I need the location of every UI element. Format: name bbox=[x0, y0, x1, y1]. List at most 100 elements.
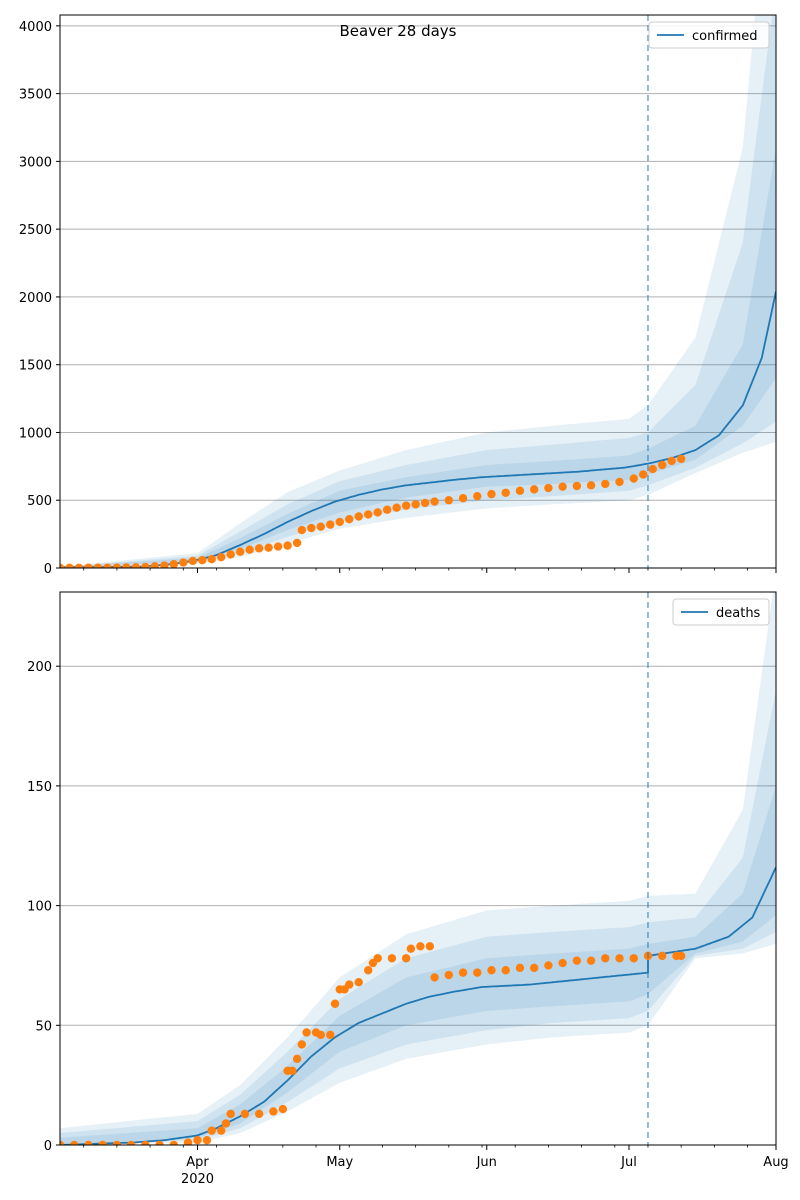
x-tick-label: Aug bbox=[763, 1155, 788, 1170]
observed-point bbox=[217, 552, 226, 562]
observed-point bbox=[240, 1109, 250, 1119]
observed-point bbox=[330, 999, 340, 1008]
observed-point bbox=[648, 464, 657, 474]
observed-point bbox=[629, 474, 638, 483]
axes-frame bbox=[59, 14, 777, 569]
observed-point bbox=[601, 479, 610, 489]
y-tick-label: 0 bbox=[44, 562, 52, 577]
observed-point bbox=[586, 956, 596, 965]
legend-label: deaths bbox=[716, 606, 761, 621]
observed-point bbox=[207, 1126, 216, 1135]
observed-point bbox=[326, 520, 335, 529]
x-tick-label: Jun bbox=[476, 1155, 497, 1170]
observed-point bbox=[382, 505, 392, 514]
observed-point bbox=[657, 951, 667, 961]
observed-point bbox=[411, 500, 420, 509]
observed-point bbox=[292, 538, 302, 548]
observed-point bbox=[235, 547, 245, 556]
observed-point bbox=[676, 454, 686, 464]
observed-point bbox=[70, 1140, 79, 1145]
observed-point bbox=[458, 968, 468, 977]
observed-point bbox=[615, 477, 624, 487]
observed-point bbox=[122, 563, 131, 568]
observed-point bbox=[401, 501, 411, 510]
observed-point bbox=[416, 942, 425, 951]
observed-point bbox=[544, 961, 553, 970]
y-tick-label: 2000 bbox=[19, 291, 52, 306]
model-line-fit bbox=[60, 955, 649, 1145]
y-tick-label: 200 bbox=[27, 660, 52, 675]
observed-point bbox=[676, 951, 686, 961]
observed-point bbox=[487, 489, 496, 499]
observed-point bbox=[131, 563, 141, 568]
observed-point bbox=[444, 970, 454, 980]
observed-point bbox=[406, 944, 416, 953]
observed-point bbox=[387, 954, 397, 963]
x-tick-label: May bbox=[326, 1155, 353, 1170]
y-tick-label: 150 bbox=[27, 780, 52, 795]
x-tick-sublabel: 2020 bbox=[181, 1172, 214, 1187]
observed-point bbox=[141, 1140, 150, 1145]
observed-point bbox=[160, 561, 169, 568]
observed-point bbox=[458, 493, 468, 503]
observed-point bbox=[264, 543, 273, 552]
observed-point bbox=[558, 482, 567, 491]
axes-frame bbox=[59, 591, 777, 1146]
observed-point bbox=[84, 563, 93, 568]
observed-point bbox=[169, 560, 179, 568]
observed-point bbox=[444, 496, 454, 505]
observed-point bbox=[112, 563, 122, 568]
observed-point bbox=[473, 968, 482, 977]
observed-point bbox=[103, 563, 112, 568]
observed-point bbox=[297, 525, 307, 535]
observed-point bbox=[93, 563, 103, 568]
observed-point bbox=[202, 1136, 212, 1145]
legend-box bbox=[648, 21, 770, 49]
uncertainty-band-3 bbox=[60, 785, 776, 1145]
uncertainty-band-3 bbox=[60, 147, 776, 568]
observed-point bbox=[278, 1104, 288, 1114]
observed-point bbox=[345, 980, 354, 989]
observed-point bbox=[487, 966, 496, 975]
observed-point bbox=[207, 554, 216, 564]
observed-point bbox=[316, 522, 325, 531]
observed-point bbox=[601, 954, 610, 963]
y-tick-label: 4000 bbox=[19, 20, 52, 35]
y-tick-label: 2500 bbox=[19, 223, 52, 238]
observed-point bbox=[501, 488, 510, 497]
observed-point bbox=[501, 966, 510, 975]
observed-point bbox=[354, 978, 363, 987]
observed-point bbox=[155, 1140, 164, 1145]
observed-point bbox=[84, 1140, 93, 1145]
deaths-panel: 0 50 100 150 200 Apr 2020 May Jun Jul Aug deaths bbox=[27, 591, 789, 1187]
observed-point bbox=[302, 1028, 311, 1037]
observed-point bbox=[326, 1030, 335, 1040]
observed-point bbox=[283, 541, 292, 550]
observed-point bbox=[572, 956, 582, 965]
observed-point bbox=[269, 1107, 278, 1116]
y-tick-label: 50 bbox=[35, 1019, 52, 1034]
observed-point bbox=[430, 973, 439, 982]
observed-point bbox=[245, 545, 254, 554]
observed-point bbox=[297, 1040, 307, 1049]
observed-point bbox=[226, 1109, 235, 1119]
plot-area bbox=[60, 592, 776, 1145]
observed-point bbox=[392, 503, 401, 512]
observed-point bbox=[529, 485, 539, 494]
y-tick-label: 3000 bbox=[19, 155, 52, 170]
observed-point bbox=[544, 483, 553, 493]
observed-point bbox=[307, 523, 316, 533]
uncertainty-band-1 bbox=[60, 592, 776, 1145]
observed-point bbox=[667, 456, 676, 466]
observed-point bbox=[586, 481, 596, 490]
observed-point bbox=[345, 515, 354, 524]
observed-point bbox=[292, 1054, 302, 1064]
observed-point bbox=[558, 958, 567, 968]
observed-point bbox=[126, 1140, 136, 1145]
observed-point bbox=[60, 563, 65, 568]
observed-point bbox=[183, 1138, 193, 1145]
observed-point bbox=[515, 486, 525, 495]
observed-point bbox=[515, 963, 525, 973]
observed-point bbox=[373, 954, 382, 963]
